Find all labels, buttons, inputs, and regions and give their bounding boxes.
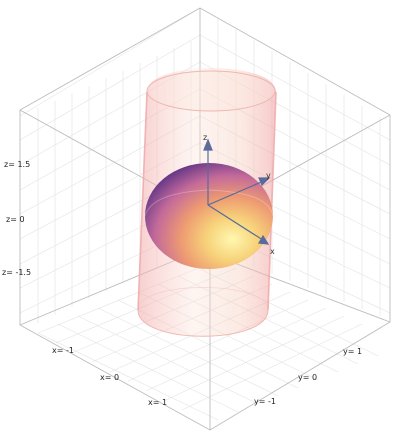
coordinate-axes xyxy=(203,138,271,245)
z-tick-label: z= 1.5 xyxy=(4,160,30,169)
z-axis-label: z xyxy=(203,133,207,142)
x-tick-label: x= 0 xyxy=(100,373,119,382)
x-tick-labels: x= -1 x= 0 x= 1 xyxy=(52,346,167,407)
x-tick-label: x= 1 xyxy=(148,398,167,407)
z-tick-label: z= -1.5 xyxy=(2,268,31,277)
y-axis-label: y xyxy=(266,171,271,180)
y-tick-labels: y= -1 y= 0 y= 1 xyxy=(254,347,362,406)
x-axis-label: x xyxy=(270,247,275,256)
z-tick-label: z= 0 xyxy=(6,215,25,224)
z-tick-labels: z= 1.5 z= 0 z= -1.5 xyxy=(2,160,31,277)
y-tick-label: y= -1 xyxy=(254,397,276,406)
sphere-surface xyxy=(144,163,274,269)
y-tick-label: y= 0 xyxy=(298,373,317,382)
x-tick-label: x= -1 xyxy=(52,346,74,355)
y-tick-label: y= 1 xyxy=(343,347,362,356)
